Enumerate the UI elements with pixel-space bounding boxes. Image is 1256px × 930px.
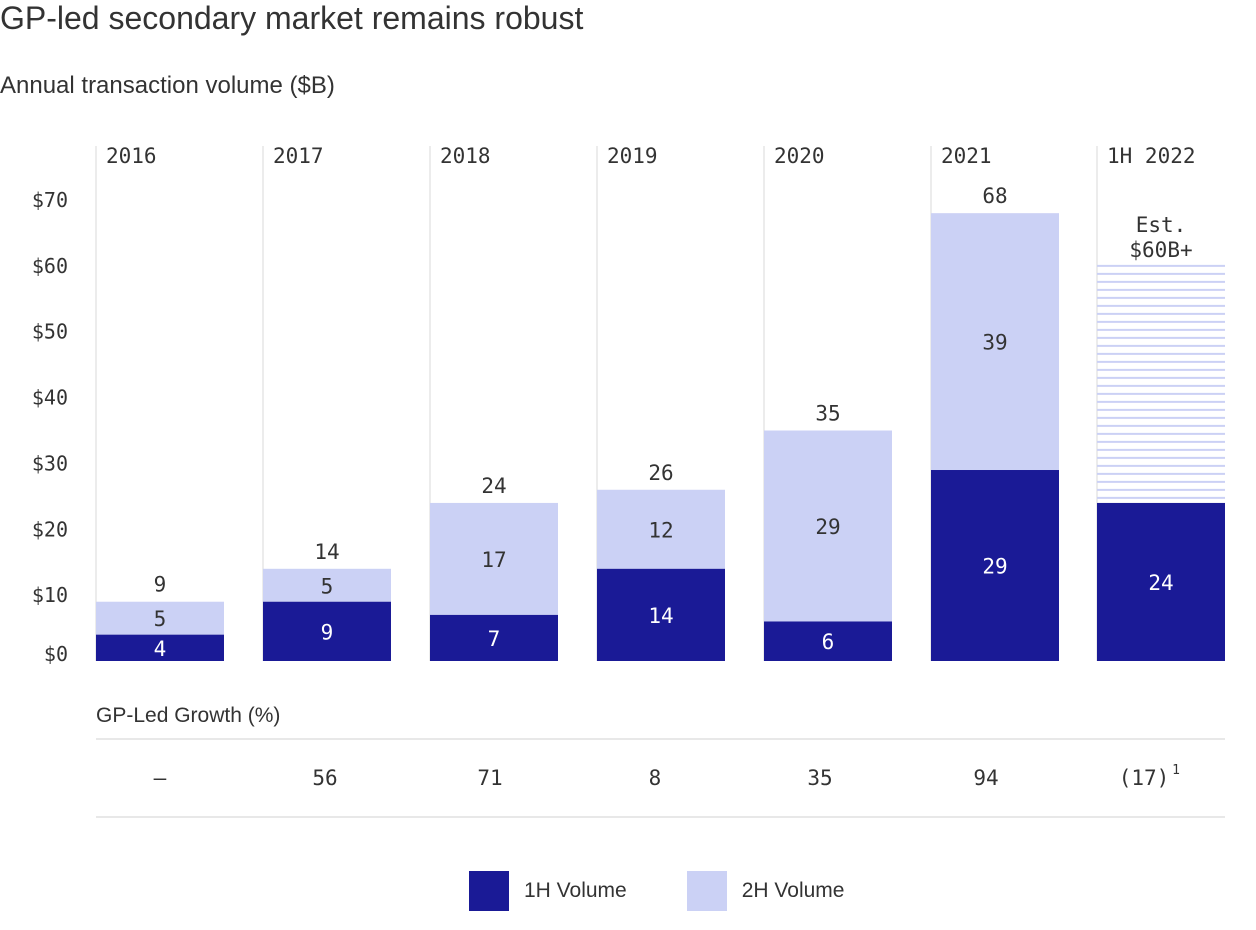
bar-1h-label: 7 xyxy=(488,627,501,651)
category-label: 1H 2022 xyxy=(1107,144,1196,168)
bar-2h-volume xyxy=(263,568,391,602)
legend-swatch-2h xyxy=(686,871,727,911)
bar-2h-volume xyxy=(96,601,224,635)
bar-1h-volume xyxy=(96,634,224,661)
y-tick-label: $40 xyxy=(32,386,68,410)
bar-total-label: 9 xyxy=(154,573,167,597)
growth-value: (17) xyxy=(1119,766,1170,790)
bar-total-label: 14 xyxy=(314,540,339,564)
bar-1h-volume xyxy=(931,470,1059,661)
bar-2h-volume xyxy=(597,489,725,569)
growth-value: 94 xyxy=(973,766,998,790)
bar-1h-volume xyxy=(263,601,391,661)
chart-subtitle: Annual transaction volume ($B) xyxy=(0,72,335,99)
legend-label-2h: 2H Volume xyxy=(741,879,845,902)
legend-item-1h: 1H Volume xyxy=(469,871,627,911)
bar-2h-volume xyxy=(931,213,1059,471)
y-tick-label: $20 xyxy=(32,517,68,541)
growth-footnote: 1 xyxy=(1172,763,1180,778)
bar-1h-volume xyxy=(430,614,558,661)
category-label: 2021 xyxy=(941,144,992,168)
y-tick-label: $60 xyxy=(32,254,68,278)
bar-2h-label: 5 xyxy=(321,574,334,598)
growth-value: – xyxy=(154,766,167,790)
bar-2h-label: 12 xyxy=(648,518,673,542)
bar-1h-volume xyxy=(764,621,892,661)
category-label: 2019 xyxy=(607,144,658,168)
bar-2h-label: 17 xyxy=(481,548,506,572)
bar-total-label: 68 xyxy=(982,184,1007,208)
bar-2h-label: 5 xyxy=(154,607,167,631)
bar-1h-label: 9 xyxy=(321,620,334,644)
bar-1h-label: 4 xyxy=(154,637,167,661)
y-tick-label: $50 xyxy=(32,320,68,344)
bar-1h-volume xyxy=(597,568,725,661)
legend-label-1h: 1H Volume xyxy=(524,879,627,902)
growth-value: 56 xyxy=(312,766,337,790)
bar-total-label: 35 xyxy=(815,402,840,426)
growth-value: 8 xyxy=(649,766,662,790)
growth-value: 71 xyxy=(477,766,502,790)
bar-total-label: 24 xyxy=(481,474,506,498)
estimate-hatch xyxy=(1097,264,1225,499)
chart-title: GP-led secondary market remains robust xyxy=(0,0,584,36)
bar-1h-label: 24 xyxy=(1148,571,1173,595)
bar-2h-volume xyxy=(430,502,558,615)
estimate-label-line2: $60B+ xyxy=(1129,238,1192,262)
legend: 1H Volume 2H Volume xyxy=(469,871,904,911)
bar-total-label: 26 xyxy=(648,461,673,485)
category-label: 2020 xyxy=(774,144,825,168)
bar-2h-label: 39 xyxy=(982,331,1007,355)
category-label: 2016 xyxy=(106,144,157,168)
y-tick-label: $0 xyxy=(44,642,68,666)
bar-1h-volume xyxy=(1097,502,1225,661)
legend-swatch-1h xyxy=(469,871,509,911)
bar-1h-label: 6 xyxy=(822,630,835,654)
bar-1h-label: 14 xyxy=(648,604,673,628)
bar-2h-label: 29 xyxy=(815,515,840,539)
y-tick-label: $10 xyxy=(32,583,68,607)
bar-1h-label: 29 xyxy=(982,555,1007,579)
category-label: 2018 xyxy=(440,144,491,168)
category-label: 2017 xyxy=(273,144,324,168)
growth-value: 35 xyxy=(807,766,832,790)
y-tick-label: $70 xyxy=(32,188,68,212)
y-tick-label: $30 xyxy=(32,451,68,475)
legend-item-2h: 2H Volume xyxy=(686,871,845,911)
bar-2h-volume xyxy=(764,430,892,622)
growth-label: GP-Led Growth (%) xyxy=(96,704,280,727)
estimate-label-line1: Est. xyxy=(1136,213,1187,237)
